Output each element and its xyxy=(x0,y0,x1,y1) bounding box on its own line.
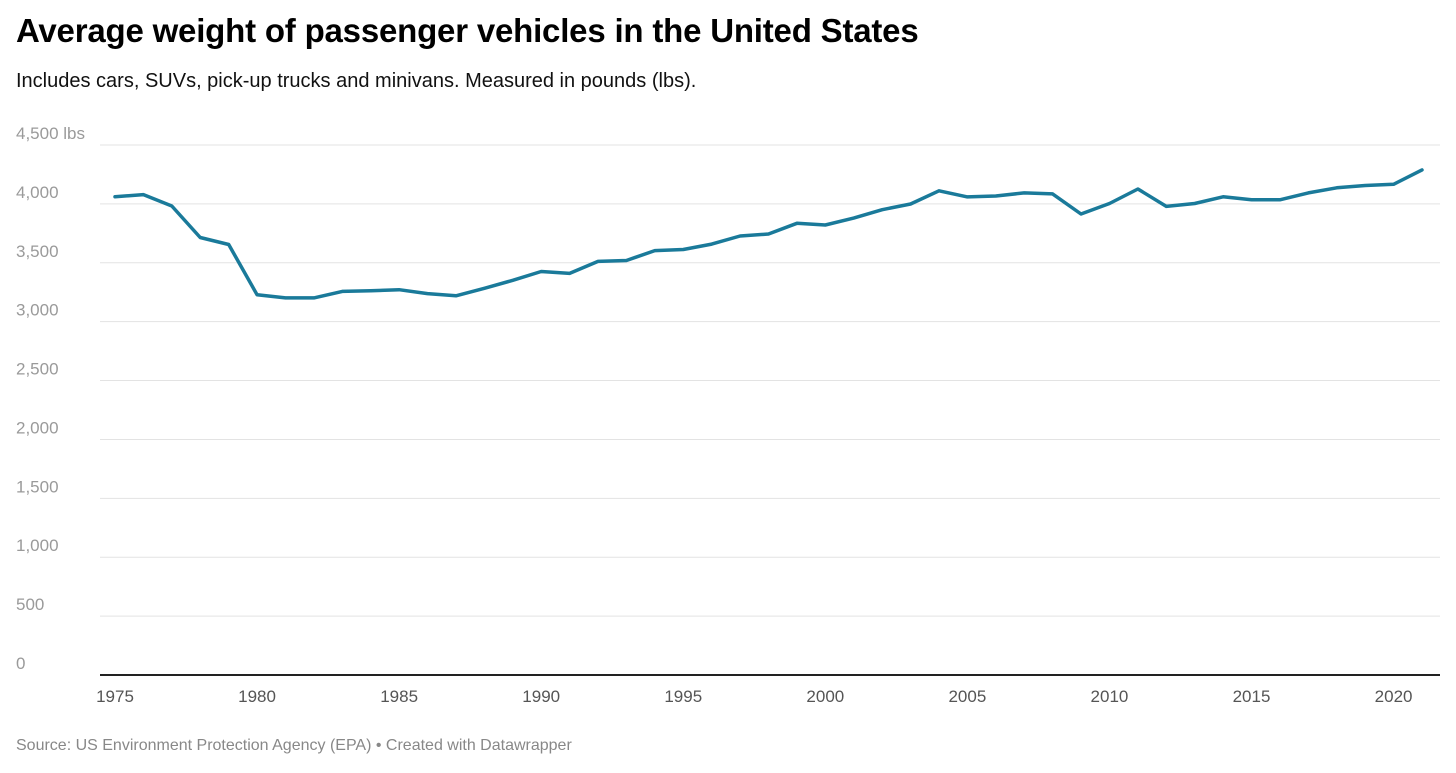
gridlines xyxy=(100,144,1440,617)
data-point xyxy=(594,257,602,265)
data-point xyxy=(310,294,318,302)
data-point xyxy=(708,240,716,248)
data-point xyxy=(509,276,517,284)
data-point xyxy=(566,269,574,277)
source-note: Source: US Environment Protection Agency… xyxy=(16,737,572,754)
data-point xyxy=(765,230,773,238)
x-tick-label: 2005 xyxy=(948,687,986,706)
y-tick-label: 2,500 xyxy=(16,360,59,379)
data-point xyxy=(1304,189,1312,197)
x-tick-label: 2015 xyxy=(1233,687,1271,706)
data-point xyxy=(168,202,176,210)
data-point xyxy=(736,232,744,240)
y-tick-label: 500 xyxy=(16,595,44,614)
data-point xyxy=(111,193,119,201)
y-tick-label: 4,000 xyxy=(16,183,59,202)
x-tick-label: 1995 xyxy=(664,687,702,706)
x-tick-label: 1975 xyxy=(96,687,134,706)
data-point xyxy=(651,247,659,255)
data-point xyxy=(253,291,261,299)
data-point xyxy=(338,287,346,295)
x-tick-label: 2000 xyxy=(806,687,844,706)
data-point xyxy=(1162,202,1170,210)
data-point xyxy=(878,206,886,214)
series-line xyxy=(113,168,1424,300)
data-point xyxy=(225,241,233,249)
data-point xyxy=(1049,190,1057,198)
x-tick-label: 1985 xyxy=(380,687,418,706)
data-point xyxy=(367,287,375,295)
x-tick-label: 1980 xyxy=(238,687,276,706)
data-point xyxy=(1248,196,1256,204)
y-axis-ticks: 0 500 1,000 1,500 2,000 2,500 3,000 3,500 4,000 4… xyxy=(16,124,85,673)
x-axis-ticks: 1975 1980 1985 1990 1995 2000 2005 2010 2015 2020 xyxy=(96,687,1412,706)
data-point xyxy=(907,200,915,208)
data-point xyxy=(963,193,971,201)
x-tick-label: 2010 xyxy=(1091,687,1129,706)
data-point xyxy=(537,268,545,276)
data-point xyxy=(1077,210,1085,218)
x-tick-label: 2020 xyxy=(1375,687,1413,706)
chart-subtitle: Includes cars, SUVs, pick-up trucks and … xyxy=(16,70,697,92)
y-tick-label: 3,000 xyxy=(16,301,59,320)
data-point xyxy=(1219,193,1227,201)
data-point xyxy=(282,294,290,302)
data-point xyxy=(793,219,801,227)
data-point xyxy=(480,284,488,292)
data-point xyxy=(1276,196,1284,204)
y-tick-label: 2,000 xyxy=(16,418,59,437)
y-tick-label: 1,500 xyxy=(16,477,59,496)
data-point xyxy=(1418,166,1426,174)
data-point xyxy=(1106,200,1114,208)
data-point xyxy=(679,246,687,254)
y-tick-label: 0 xyxy=(16,654,25,673)
y-tick-label: 1,000 xyxy=(16,536,59,555)
y-tick-label: 4,500 lbs xyxy=(16,124,85,143)
data-point xyxy=(1333,184,1341,192)
series-group xyxy=(111,166,1426,302)
data-point xyxy=(1134,185,1142,193)
data-point xyxy=(992,192,1000,200)
data-point xyxy=(452,292,460,300)
data-point xyxy=(196,234,204,242)
data-point xyxy=(139,191,147,199)
data-point xyxy=(821,221,829,229)
data-point xyxy=(1361,182,1369,190)
data-point xyxy=(395,286,403,294)
data-point xyxy=(1191,200,1199,208)
data-point xyxy=(1390,180,1398,188)
data-point xyxy=(935,187,943,195)
data-point xyxy=(622,257,630,265)
data-point xyxy=(850,214,858,222)
data-point xyxy=(1020,189,1028,197)
data-point xyxy=(424,290,432,298)
chart-title: Average weight of passenger vehicles in … xyxy=(16,12,919,49)
y-tick-label: 3,500 xyxy=(16,242,59,261)
x-tick-label: 1990 xyxy=(522,687,560,706)
